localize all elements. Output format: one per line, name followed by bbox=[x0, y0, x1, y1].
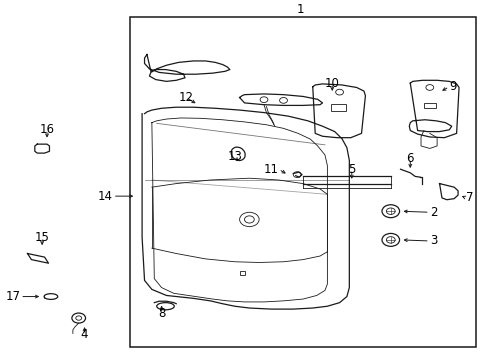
Text: 13: 13 bbox=[227, 150, 242, 163]
Text: 11: 11 bbox=[263, 163, 278, 176]
Text: 1: 1 bbox=[296, 3, 304, 16]
Text: 12: 12 bbox=[178, 91, 193, 104]
Bar bbox=[130, 17, 475, 347]
Text: 4: 4 bbox=[81, 328, 88, 341]
Bar bbox=[423, 103, 435, 108]
Text: 16: 16 bbox=[40, 123, 54, 136]
Text: 6: 6 bbox=[406, 152, 413, 165]
Bar bbox=[330, 104, 345, 111]
Text: 17: 17 bbox=[5, 290, 20, 303]
Text: 5: 5 bbox=[347, 163, 355, 176]
Text: 8: 8 bbox=[158, 307, 165, 320]
Text: 14: 14 bbox=[98, 190, 113, 203]
Text: 3: 3 bbox=[429, 234, 436, 247]
Text: 10: 10 bbox=[324, 77, 339, 90]
Text: 7: 7 bbox=[466, 192, 473, 204]
Text: 2: 2 bbox=[429, 206, 436, 219]
Bar bbox=[239, 271, 245, 275]
Text: 9: 9 bbox=[448, 80, 456, 93]
Text: 15: 15 bbox=[35, 231, 49, 244]
